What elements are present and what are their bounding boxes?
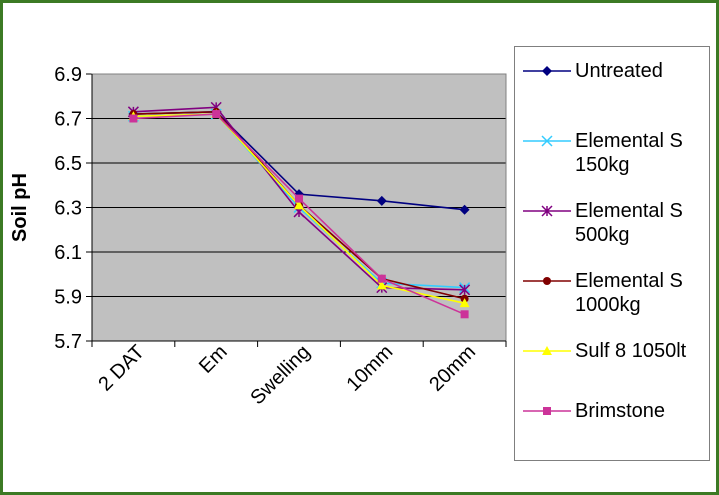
data-point [459, 204, 470, 215]
y-tick-label: 6.5 [54, 153, 82, 175]
data-point [459, 284, 471, 296]
legend-label: Brimstone [575, 400, 666, 422]
data-point [543, 277, 551, 285]
legend-label: Elemental S 1000kg [575, 270, 683, 316]
data-point [541, 205, 553, 217]
x-tick-label: Em [195, 341, 232, 378]
legend-swatch [523, 407, 571, 415]
y-tick-label: 5.9 [54, 287, 82, 309]
data-point [376, 195, 387, 206]
data-point [212, 110, 221, 119]
data-point [542, 66, 552, 76]
y-tick-label: 6.7 [54, 109, 82, 131]
y-axis-label: Soil pH [9, 173, 31, 242]
data-point [541, 135, 553, 147]
legend-swatch [523, 277, 571, 285]
data-point [129, 114, 138, 123]
legend-label: Sulf 8 1050lt [575, 340, 687, 362]
x-tick-label: 2 DAT [94, 341, 149, 396]
y-tick-label: 5.7 [54, 331, 82, 353]
legend-swatch [523, 135, 571, 147]
legend-label: Elemental S 150kg [575, 130, 683, 176]
data-point [377, 274, 386, 283]
legend-label: Untreated [575, 60, 663, 82]
y-tick-label: 6.1 [54, 242, 82, 264]
x-tick-label: Swelling [246, 341, 314, 409]
series-group [129, 110, 469, 319]
data-point [543, 407, 551, 415]
data-point [294, 200, 304, 210]
legend: Untreated Elemental S 150kg Elemental S 50… [514, 46, 710, 461]
legend-swatch [523, 66, 571, 76]
data-point [542, 346, 552, 355]
x-tick-label: 10mm [342, 341, 397, 396]
y-tick-label: 6.3 [54, 198, 82, 220]
data-point [460, 310, 469, 319]
data-point [376, 280, 387, 290]
data-point [295, 194, 303, 203]
data-point [459, 298, 470, 308]
legend-swatch [523, 205, 571, 217]
legend-label: Elemental S 500kg [575, 200, 683, 246]
y-tick-label: 6.9 [54, 64, 82, 86]
legend-swatch [523, 346, 571, 355]
x-tick-label: 20mm [425, 341, 480, 396]
